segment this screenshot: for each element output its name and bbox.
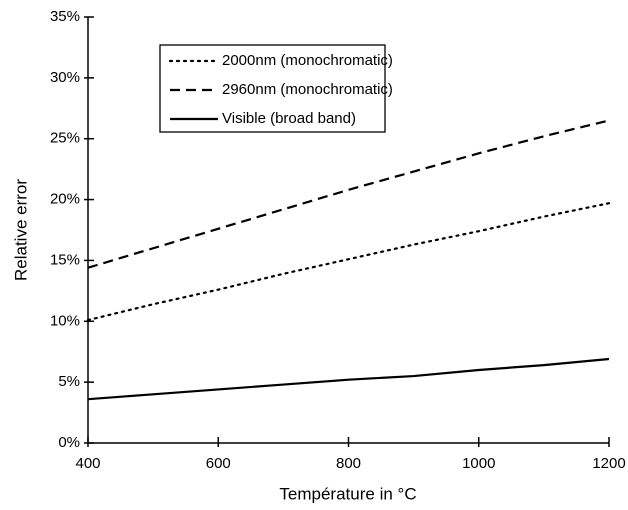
y-axis-title: Relative error [11, 179, 30, 281]
y-tick-label: 10% [50, 312, 80, 329]
y-tick-label: 0% [58, 434, 80, 451]
y-tick-label: 25% [50, 130, 80, 147]
data-line [86, 202, 611, 322]
x-tick-label: 800 [336, 455, 361, 472]
legend-label: Visible (broad band) [222, 110, 356, 127]
x-tick-label: 600 [206, 455, 231, 472]
y-tick-label: 35% [50, 8, 80, 25]
data-line [87, 119, 610, 269]
legend-label: 2000nm (monochromatic) [222, 52, 393, 69]
legend-label: 2960nm (monochromatic) [222, 81, 393, 98]
x-tick-label: 1000 [462, 455, 495, 472]
y-tick-label: 15% [50, 251, 80, 268]
y-tick-label: 5% [58, 373, 80, 390]
x-tick-label: 1200 [592, 455, 625, 472]
data-line [87, 357, 610, 401]
y-tick-label: 30% [50, 69, 80, 86]
legend-box [159, 44, 386, 133]
y-tick-label: 20% [50, 191, 80, 208]
x-axis-title: Température in °C [279, 484, 416, 503]
x-tick-label: 400 [75, 455, 100, 472]
